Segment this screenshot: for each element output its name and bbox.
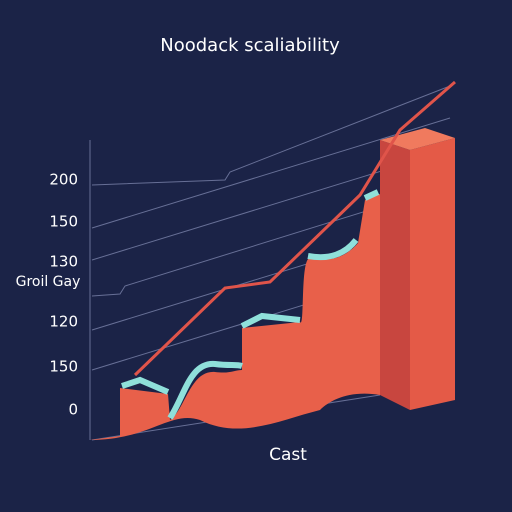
chart-title: Noodack scaliability	[160, 35, 340, 56]
y-axis-label: Groil Gay	[16, 274, 81, 290]
scale-labels: 200 150 130 120 150 0	[49, 171, 78, 419]
scale-label: 130	[49, 253, 78, 271]
block-side	[410, 138, 455, 410]
grid-line	[91, 184, 451, 297]
area-illustration	[90, 80, 456, 440]
block-front	[380, 140, 410, 410]
grid-line	[91, 117, 451, 229]
scale-label: 150	[49, 358, 78, 376]
scale-label: 120	[49, 313, 78, 331]
scale-label: 150	[49, 213, 78, 231]
area	[90, 194, 380, 440]
block-top	[380, 128, 455, 150]
scale-label: 0	[68, 401, 78, 419]
scale-label: 200	[49, 171, 78, 189]
grid-line	[91, 85, 451, 186]
area-edge	[121, 189, 380, 420]
trend-line	[133, 80, 456, 377]
x-axis-label: Cast	[269, 445, 307, 465]
